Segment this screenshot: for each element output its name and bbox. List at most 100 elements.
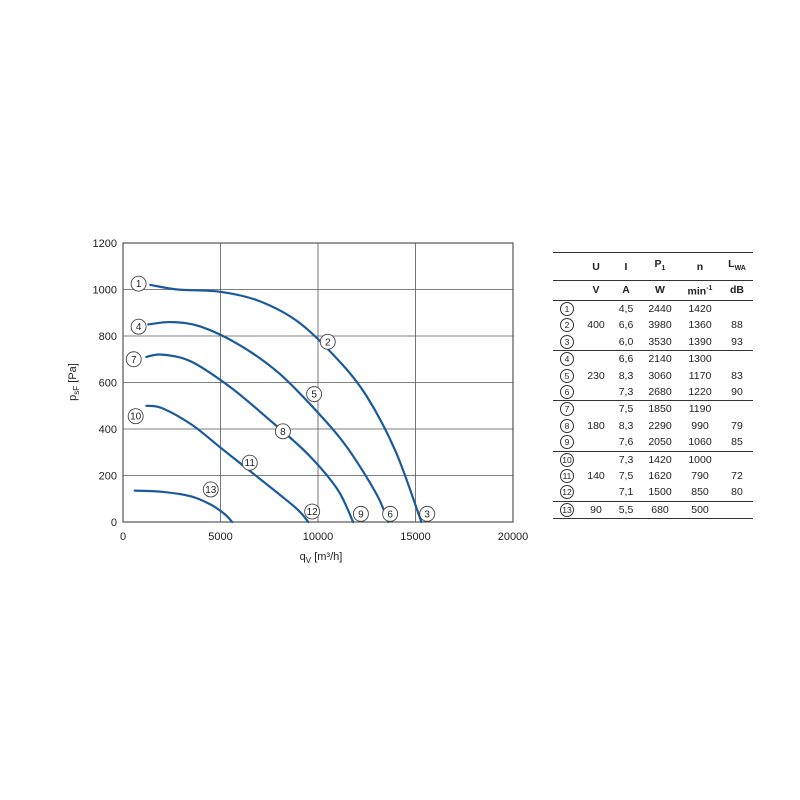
- table-units-row: V A W min-1 dB: [553, 280, 753, 301]
- cell-lwa: [721, 450, 753, 469]
- cell-lwa: 88: [731, 319, 743, 332]
- cell-u: [581, 484, 611, 501]
- marker-circle: [419, 505, 436, 522]
- marker-circle: [202, 481, 219, 498]
- cell-u: [581, 300, 611, 318]
- cell-n: 1300: [679, 350, 721, 368]
- cell-i: 7,3: [618, 386, 634, 399]
- x-tick-label: 10000: [303, 531, 334, 543]
- header-i: I: [611, 251, 641, 281]
- row-number: 8: [553, 418, 581, 434]
- table-row: 7 7,5 1850 1190: [553, 400, 753, 418]
- unit-i: A: [611, 280, 641, 301]
- marker-label: 6: [387, 509, 393, 520]
- row-number: 4: [553, 350, 581, 368]
- row-number-badge: 10: [560, 452, 574, 467]
- table-row: 6 7,3 2680 1220 90: [553, 384, 753, 401]
- cell-lwa: 93: [731, 335, 743, 348]
- row-number-badge: 13: [560, 502, 574, 517]
- cell-i: 4,5: [611, 300, 641, 318]
- cell-n: 1190: [679, 400, 721, 418]
- row-number-badge: 6: [560, 385, 574, 400]
- marker-circle: [130, 318, 147, 335]
- unit-u: V: [581, 280, 611, 301]
- cell-u: [581, 334, 611, 351]
- row-number-badge: 11: [560, 469, 574, 484]
- marker-circle: [304, 503, 321, 520]
- cell-p1: 2680: [648, 386, 672, 399]
- marker-label: 5: [311, 390, 317, 401]
- table-row: 4 6,6 2140 1300: [553, 350, 753, 368]
- cell-u: 140: [587, 470, 605, 483]
- cell-i: 7,3: [611, 450, 641, 469]
- cell-i: 6,0: [618, 335, 634, 348]
- cell-n: 1220: [688, 386, 712, 399]
- marker-circle: [306, 386, 323, 403]
- cell-n: 1360: [688, 319, 712, 332]
- table-row: 11 140 7,5 1620 790 72: [553, 468, 753, 484]
- marker-label: 9: [358, 509, 364, 520]
- row-number: 1: [553, 300, 581, 318]
- table-row: 13 90 5,5 680 500: [553, 500, 753, 520]
- curve-marker-13: 13: [202, 481, 219, 498]
- unit-n: min-1: [679, 280, 721, 301]
- header-p1: P1: [641, 251, 679, 281]
- table-row: 5 230 8,3 3060 1170 83: [553, 368, 753, 384]
- cell-i: 5,5: [611, 500, 641, 520]
- marker-circle: [352, 505, 369, 522]
- y-tick-label: 600: [99, 378, 117, 390]
- cell-p1: 2140: [641, 350, 679, 368]
- row-number: 11: [553, 468, 581, 484]
- cell-p1: 680: [641, 500, 679, 520]
- cell-u: 400: [587, 319, 605, 332]
- cell-lwa: [721, 300, 753, 318]
- y-tick-label: 800: [99, 331, 117, 343]
- marker-label: 4: [136, 322, 142, 333]
- cell-i: 6,6: [618, 319, 634, 332]
- x-tick-label: 0: [120, 531, 126, 543]
- chart-curves: [133, 283, 423, 524]
- row-number-badge: 7: [560, 402, 574, 417]
- row-number: 3: [553, 334, 581, 351]
- unit-l: dB: [721, 280, 753, 301]
- marker-circle: [241, 454, 258, 471]
- row-number: 7: [553, 400, 581, 418]
- x-axis-label: qV [m³/h]: [300, 551, 343, 565]
- cell-p1: 1500: [648, 486, 672, 499]
- y-tick-label: 200: [99, 471, 117, 483]
- cell-n: 1390: [688, 335, 712, 348]
- row-number-badge: 1: [560, 302, 574, 316]
- cell-p1: 1850: [641, 400, 679, 418]
- marker-circle: [130, 275, 147, 292]
- cell-p1: 1420: [641, 450, 679, 469]
- table-row: 2 400 6,6 3980 1360 88: [553, 317, 753, 333]
- cell-i: 6,6: [611, 350, 641, 368]
- cell-p1: 3980: [648, 319, 672, 332]
- curve-marker-11: 11: [241, 454, 258, 471]
- cell-n: 1060: [688, 436, 712, 449]
- curve-marker-9: 9: [352, 505, 369, 522]
- cell-n: 850: [691, 486, 709, 499]
- spec-table: U I P1 n LWA V A W min-1 dB 1 4,5 2440 1420…: [553, 251, 753, 520]
- marker-label: 10: [130, 412, 142, 423]
- marker-circle: [274, 423, 291, 440]
- table-row: 12 7,1 1500 850 80: [553, 484, 753, 501]
- header-u: U: [581, 251, 611, 281]
- curve-marker-8: 8: [274, 423, 291, 440]
- cell-p1: 2050: [648, 436, 672, 449]
- cell-i: 8,3: [618, 369, 634, 382]
- row-number-badge: 3: [560, 334, 574, 349]
- y-tick-label: 1200: [93, 238, 117, 250]
- cell-lwa: 85: [731, 436, 743, 449]
- cell-lwa: [721, 350, 753, 368]
- cell-i: 7,6: [618, 436, 634, 449]
- row-number: 13: [553, 500, 581, 520]
- cell-u: [581, 350, 611, 368]
- curve-marker-1: 1: [130, 275, 147, 292]
- cell-p1: 2290: [648, 419, 672, 432]
- cell-u: 90: [581, 500, 611, 520]
- marker-label: 7: [131, 355, 137, 366]
- marker-label: 11: [245, 458, 256, 469]
